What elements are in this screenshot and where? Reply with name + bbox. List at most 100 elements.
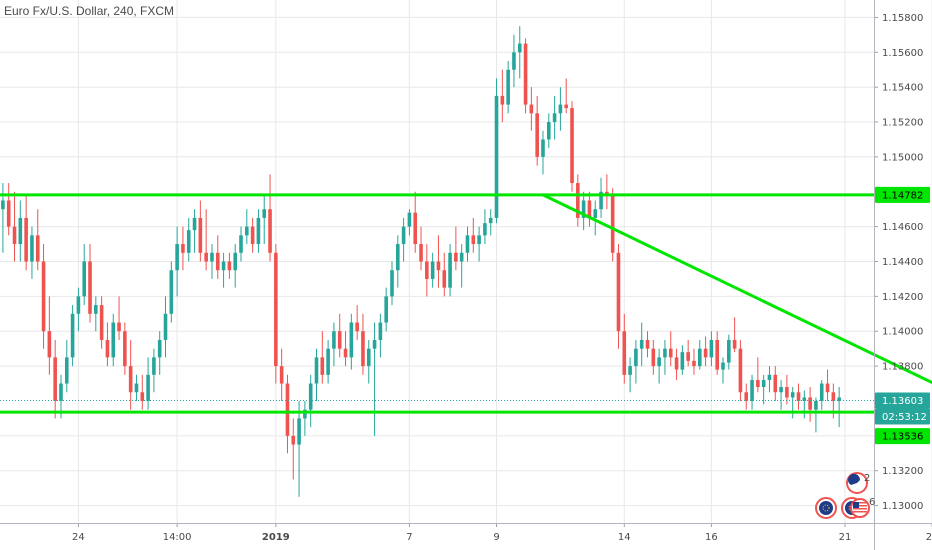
candle-body xyxy=(251,227,255,244)
price-axis: 1.158001.156001.154001.152001.150001.146… xyxy=(874,0,930,550)
candle-body xyxy=(233,253,237,270)
price-tag-resistance-label: 1.14782 xyxy=(882,190,923,201)
candle-body xyxy=(408,213,412,227)
candle-body xyxy=(117,323,121,332)
candle-body xyxy=(808,397,812,409)
candle-body xyxy=(483,223,487,235)
candle-body xyxy=(675,357,679,369)
candle-body xyxy=(384,296,388,322)
candle-body xyxy=(669,349,673,358)
price-tick-label: 1.14200 xyxy=(882,292,923,303)
candle-body xyxy=(466,235,470,252)
candle-body xyxy=(390,270,394,296)
candle-body xyxy=(559,105,563,114)
candle-body xyxy=(437,262,441,271)
badge-count: 2 xyxy=(864,473,870,484)
candle-body xyxy=(617,253,621,331)
candle-body xyxy=(501,96,505,105)
candle-body xyxy=(24,218,28,262)
price-tick-label: 1.15000 xyxy=(882,152,923,163)
candle-body xyxy=(541,139,545,156)
candle-body xyxy=(471,235,475,244)
candle-body xyxy=(204,253,208,262)
time-tick-label: 16 xyxy=(705,532,718,543)
candle-body xyxy=(344,349,348,358)
candle-body xyxy=(495,96,499,218)
candle-body xyxy=(175,244,179,270)
candle-body xyxy=(489,218,493,223)
candle-body xyxy=(286,384,290,436)
candle-body xyxy=(239,235,243,252)
candle-body xyxy=(77,296,81,313)
candle-body xyxy=(135,384,139,393)
candle-body xyxy=(448,253,452,288)
candle-body xyxy=(262,209,266,218)
flag-disc xyxy=(819,501,833,515)
candle-body xyxy=(245,227,249,236)
candle-body xyxy=(355,323,359,332)
time-tick-label: 24 xyxy=(72,532,85,543)
candle-body xyxy=(321,357,325,374)
candle-body xyxy=(773,375,777,392)
price-tick-label: 1.13000 xyxy=(882,501,923,512)
candle-body xyxy=(350,323,354,358)
time-tick-label: 21 xyxy=(839,532,852,543)
candle-body xyxy=(82,262,86,297)
candle-body xyxy=(634,349,638,366)
candle-body xyxy=(553,113,557,122)
time-tick-label: 23 xyxy=(926,532,932,543)
candle-body xyxy=(832,392,836,401)
candle-body xyxy=(477,235,481,244)
candle-body xyxy=(826,384,830,393)
candle-body xyxy=(42,262,46,332)
candle-body xyxy=(663,349,667,358)
candle-body xyxy=(228,262,232,271)
candle-body xyxy=(425,262,429,279)
candle-body xyxy=(129,366,133,392)
candle-body xyxy=(53,357,57,401)
candle-body xyxy=(593,209,597,218)
candle-body xyxy=(413,213,417,244)
candle-body xyxy=(309,384,313,410)
candle-body xyxy=(652,349,656,366)
candle-body xyxy=(744,392,748,401)
candle-body xyxy=(622,331,626,375)
candle-body xyxy=(181,244,185,253)
price-tick-label: 1.15600 xyxy=(882,48,923,59)
candle-body xyxy=(170,270,174,314)
candle-body xyxy=(297,418,301,444)
candle-body xyxy=(797,392,801,401)
candle-body xyxy=(36,235,40,261)
candle-body xyxy=(791,392,795,397)
candle-body xyxy=(65,357,69,383)
candle-body xyxy=(164,314,168,340)
candle-body xyxy=(739,349,743,393)
flag-canton xyxy=(853,502,859,508)
candle-body xyxy=(611,195,615,253)
flag-stripe xyxy=(853,511,867,513)
eu-flag-icon xyxy=(816,498,836,518)
candle-body xyxy=(454,253,458,262)
us-flag-icon xyxy=(851,499,869,517)
flag-stripe xyxy=(853,508,867,510)
candle-body xyxy=(106,340,110,357)
price-tick-label: 1.13800 xyxy=(882,362,923,373)
candle-body xyxy=(460,253,464,262)
candle-body xyxy=(564,105,568,108)
time-tick-label: 2019 xyxy=(262,532,290,543)
candle-body xyxy=(152,357,156,374)
candle-body xyxy=(779,387,783,392)
time-tick-label: 14:00 xyxy=(163,532,192,543)
candle-body xyxy=(280,366,284,383)
candle-body xyxy=(402,227,406,244)
price-tick-label: 1.14400 xyxy=(882,257,923,268)
price-tick-label: 1.15400 xyxy=(882,83,923,94)
candle-body xyxy=(100,305,104,340)
time-tick-label: 14 xyxy=(618,532,631,543)
candle-body xyxy=(692,361,696,366)
candle-body xyxy=(814,401,818,410)
candle-body xyxy=(396,244,400,270)
price-tick-label: 1.14600 xyxy=(882,222,923,233)
time-axis: 2414:0020197914162123 xyxy=(0,523,932,543)
